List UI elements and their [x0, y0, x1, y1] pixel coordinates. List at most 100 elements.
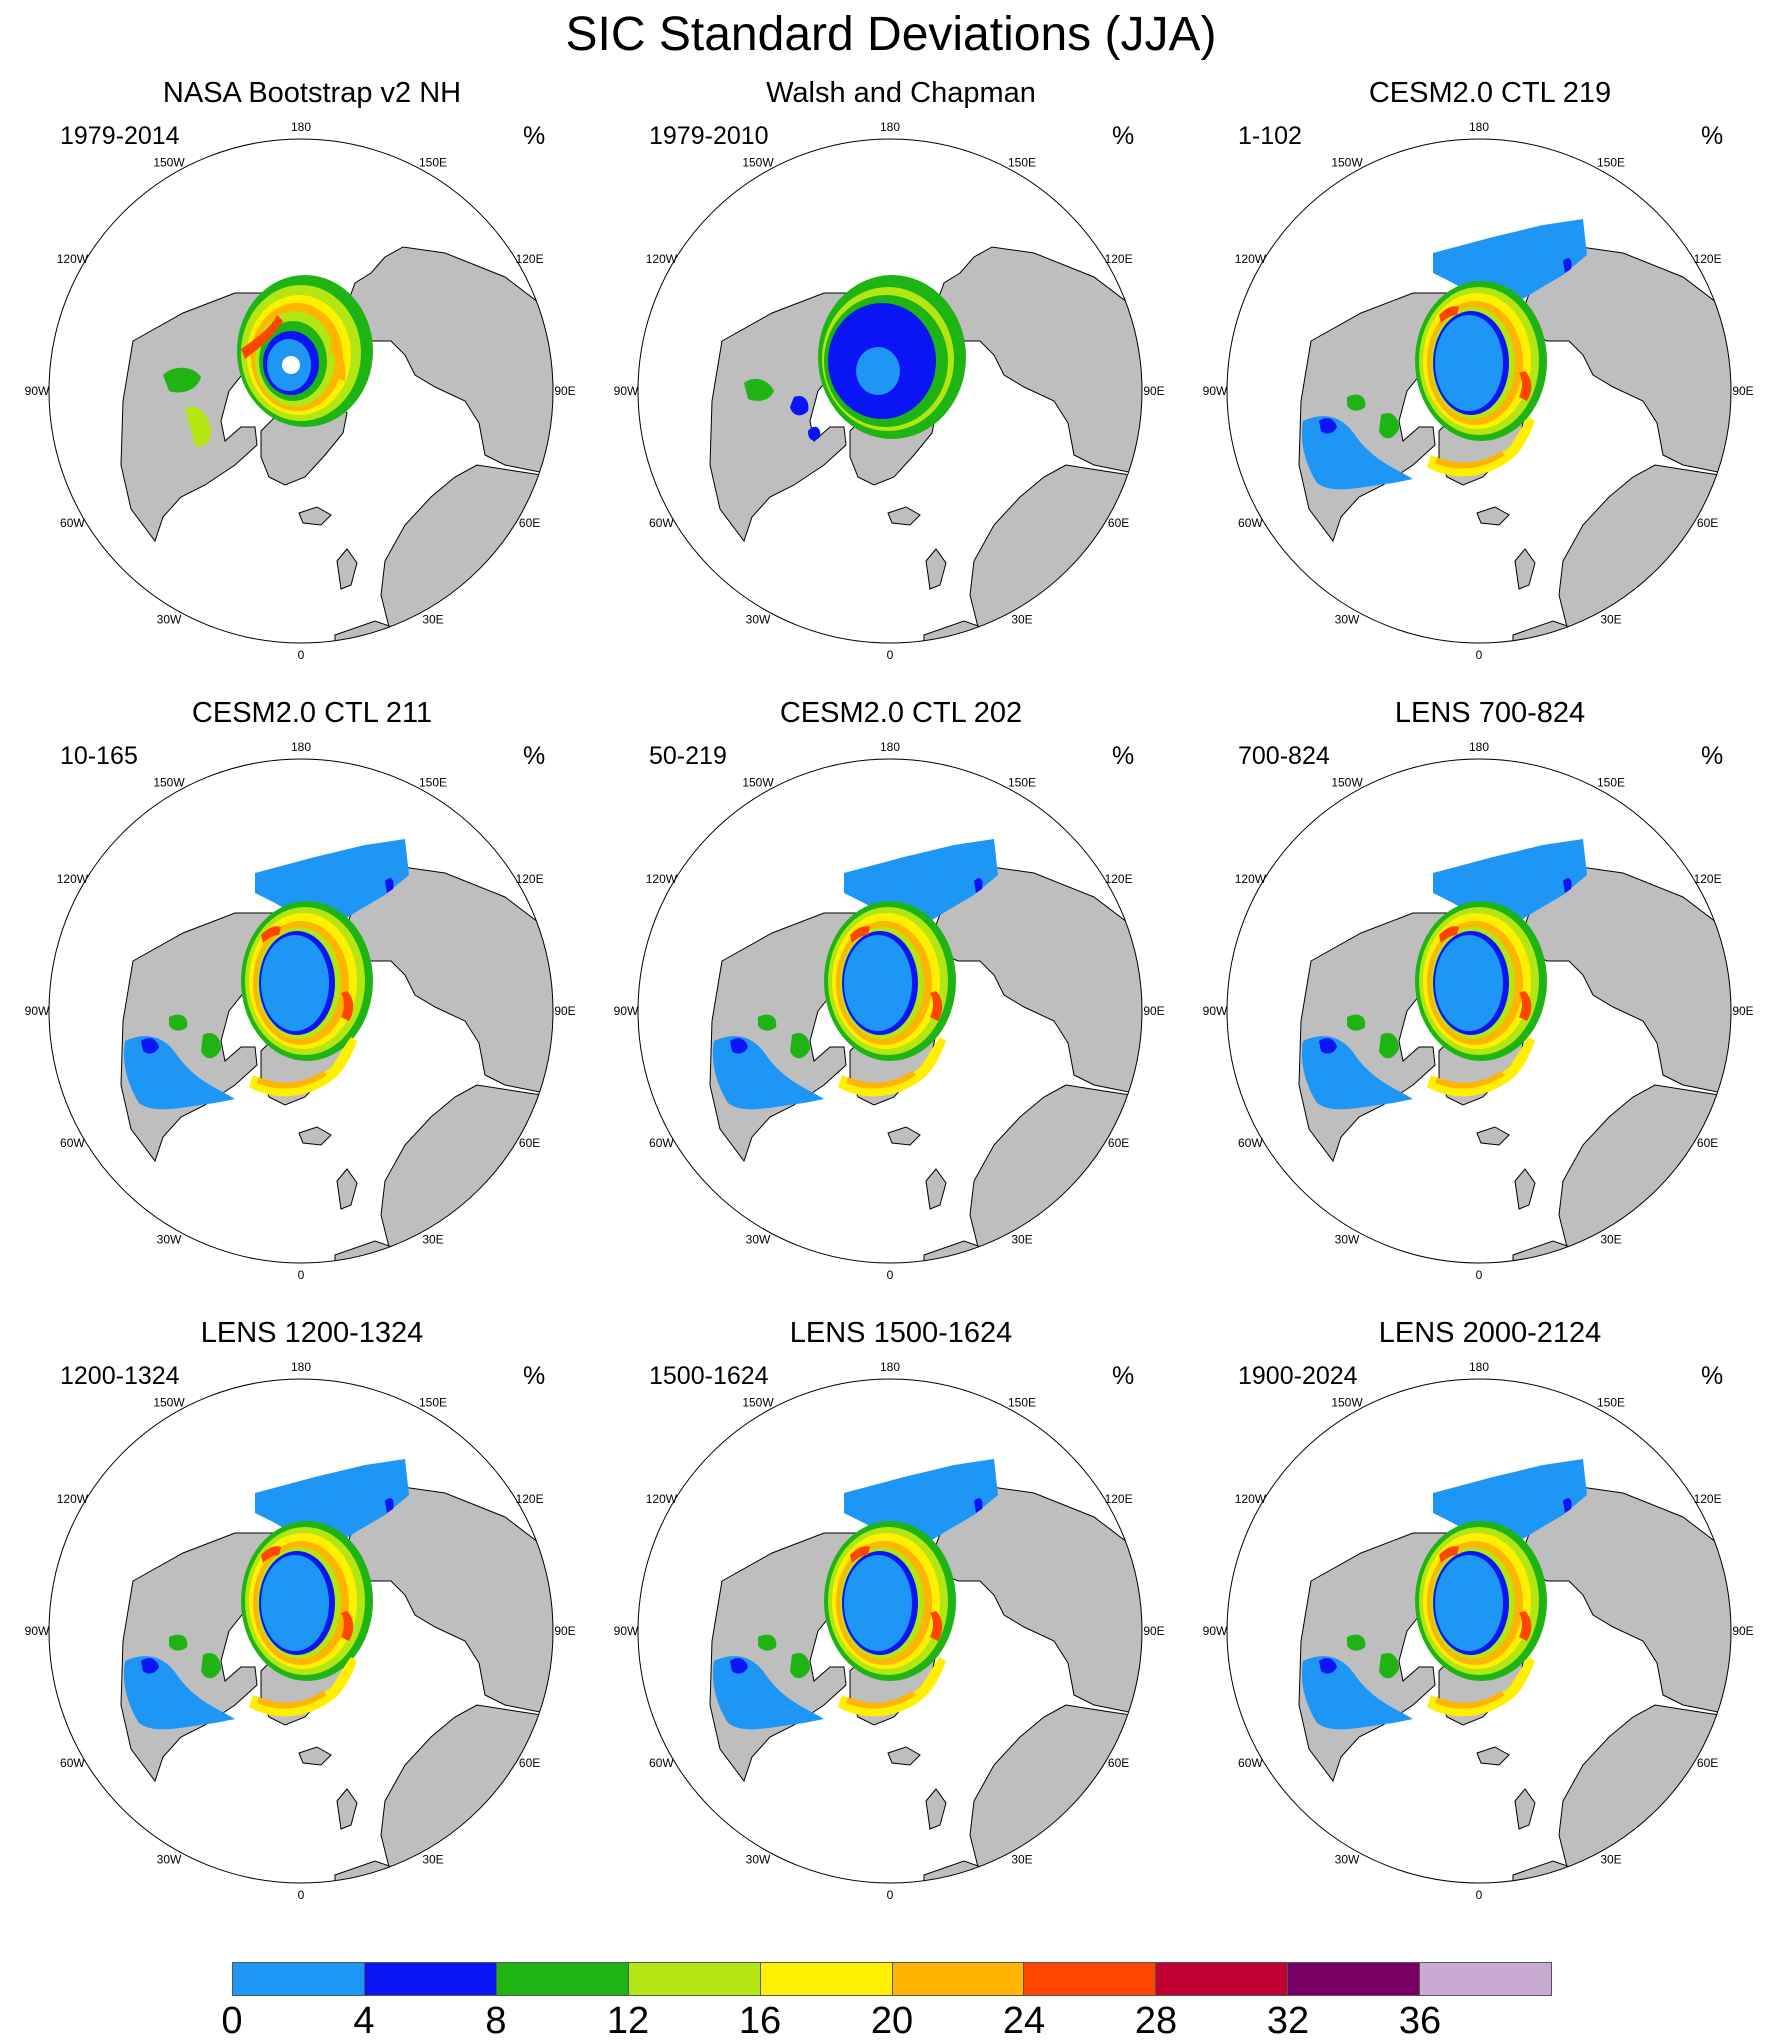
panel-units: % — [1112, 742, 1135, 770]
colorbar-label: 16 — [738, 2000, 782, 2042]
polar-stereographic-map: 180 150E 120E 90E 60E 30E 0 30W 60W 90W 120W 150W — [614, 120, 1165, 662]
colorbar-swatch — [1023, 1962, 1156, 1996]
longitude-label: 0 — [887, 1888, 894, 1902]
longitude-label: 150W — [1331, 775, 1363, 789]
longitude-label: 120W — [646, 1492, 678, 1506]
longitude-label: 120W — [57, 1492, 89, 1506]
longitude-label: 60W — [60, 1756, 85, 1770]
colorbar-swatch — [495, 1962, 628, 1996]
longitude-label: 30W — [746, 613, 771, 627]
longitude-label: 60W — [60, 516, 85, 530]
longitude-label: 150W — [153, 1395, 185, 1409]
panel-title: CESM2.0 CTL 211 — [191, 697, 433, 729]
longitude-label: 30W — [746, 1853, 771, 1867]
panel-units: % — [1112, 122, 1135, 150]
panel-period: 1500-1624 — [649, 1362, 769, 1390]
map-panel: LENS 1500-1624 1500-1624% 180 150E 120E 90E 60… — [604, 1315, 1198, 1935]
longitude-label: 150E — [1597, 1395, 1625, 1409]
panel-title: LENS 1200-1324 — [200, 1317, 424, 1349]
longitude-label: 0 — [298, 1268, 305, 1282]
panel-title: LENS 1500-1624 — [789, 1317, 1013, 1349]
polar-stereographic-map: 180 150E 120E 90E 60E 30E 0 30W 60W 90W 120W 150W — [1203, 120, 1754, 662]
longitude-label: 90W — [1203, 384, 1228, 398]
longitude-label: 0 — [887, 648, 894, 662]
panel-title: NASA Bootstrap v2 NH — [162, 77, 462, 109]
colorbar — [232, 1962, 1553, 1996]
longitude-label: 60E — [1108, 1136, 1129, 1150]
colorbar-swatch — [1155, 1962, 1288, 1996]
longitude-label: 120E — [1694, 872, 1722, 886]
longitude-label: 30W — [157, 1233, 182, 1247]
colorbar-label: 20 — [870, 2000, 914, 2042]
colorbar-label: 24 — [1002, 2000, 1046, 2042]
longitude-label: 90W — [25, 384, 50, 398]
longitude-label: 30E — [1600, 613, 1621, 627]
longitude-label: 30E — [1011, 613, 1032, 627]
polar-stereographic-map: 180 150E 120E 90E 60E 30E 0 30W 60W 90W 120W 150W — [614, 740, 1165, 1282]
longitude-label: 60W — [649, 516, 674, 530]
longitude-label: 60E — [1697, 1756, 1718, 1770]
longitude-label: 90E — [1143, 384, 1164, 398]
longitude-label: 60E — [519, 1756, 540, 1770]
longitude-label: 180 — [880, 120, 900, 134]
panel-period: 50-219 — [649, 742, 727, 770]
map-panel: LENS 2000-2124 1900-2024% 180 150E 120E 90E 60… — [1193, 1315, 1782, 1935]
polar-stereographic-map: 180 150E 120E 90E 60E 30E 0 30W 60W 90W 120W 150W — [25, 1360, 576, 1902]
colorbar-swatch — [891, 1962, 1024, 1996]
longitude-label: 90E — [554, 1004, 575, 1018]
polar-stereographic-map: 180 150E 120E 90E 60E 30E 0 30W 60W 90W 120W 150W — [1203, 1360, 1754, 1902]
longitude-label: 90E — [1732, 1004, 1753, 1018]
longitude-label: 60E — [1697, 1136, 1718, 1150]
longitude-label: 30E — [1600, 1233, 1621, 1247]
longitude-label: 150E — [1008, 775, 1036, 789]
panel-period: 1200-1324 — [60, 1362, 180, 1390]
panel-period: 700-824 — [1238, 742, 1330, 770]
longitude-label: 150E — [1008, 1395, 1036, 1409]
colorbar-label: 12 — [606, 2000, 650, 2042]
longitude-label: 30E — [1600, 1853, 1621, 1867]
map-panel: LENS 1200-1324 1200-1324% 180 150E 120E 90E 60… — [15, 1315, 609, 1935]
longitude-label: 30W — [1335, 1233, 1360, 1247]
longitude-label: 150W — [742, 1395, 774, 1409]
longitude-label: 90W — [25, 1004, 50, 1018]
panel-title: CESM2.0 CTL 219 — [1368, 77, 1612, 109]
longitude-label: 90W — [614, 1004, 639, 1018]
colorbar-label: 32 — [1266, 2000, 1310, 2042]
longitude-label: 60W — [1238, 516, 1263, 530]
longitude-label: 60W — [649, 1756, 674, 1770]
longitude-label: 90W — [614, 1624, 639, 1638]
colorbar-swatch — [1419, 1962, 1553, 1996]
longitude-label: 30W — [1335, 613, 1360, 627]
polar-stereographic-map: 180 150E 120E 90E 60E 30E 0 30W 60W 90W 120W 150W — [1203, 740, 1754, 1282]
map-panel: CESM2.0 CTL 211 10-165% 180 150E 120E 90E 60E 3… — [15, 695, 609, 1315]
panel-title: LENS 700-824 — [1394, 697, 1586, 729]
panel-title: CESM2.0 CTL 202 — [779, 697, 1023, 729]
panel-period: 10-165 — [60, 742, 138, 770]
longitude-label: 150E — [1008, 155, 1036, 169]
colorbar-label: 0 — [221, 2000, 243, 2042]
longitude-label: 120E — [516, 252, 544, 266]
longitude-label: 180 — [880, 1360, 900, 1374]
polar-stereographic-map: 180 150E 120E 90E 60E 30E 0 30W 60W 90W 120W 150W — [614, 1360, 1165, 1902]
longitude-label: 120W — [1235, 252, 1267, 266]
panel-units: % — [523, 122, 546, 150]
longitude-label: 90W — [25, 1624, 50, 1638]
longitude-label: 180 — [1469, 1360, 1489, 1374]
longitude-label: 120W — [57, 252, 89, 266]
longitude-label: 30E — [422, 613, 443, 627]
longitude-label: 180 — [291, 1360, 311, 1374]
longitude-label: 150W — [1331, 1395, 1363, 1409]
longitude-label: 0 — [298, 1888, 305, 1902]
longitude-label: 30E — [422, 1233, 443, 1247]
map-panel: LENS 700-824 700-824% 180 150E 120E 90E 60E 30E… — [1193, 695, 1782, 1315]
longitude-label: 60E — [519, 516, 540, 530]
map-panel: NASA Bootstrap v2 NH 1979-2014% 180 150E 120… — [15, 75, 609, 695]
panel-units: % — [523, 742, 546, 770]
colorbar-label: 28 — [1134, 2000, 1178, 2042]
longitude-label: 120W — [646, 872, 678, 886]
longitude-label: 60E — [519, 1136, 540, 1150]
longitude-label: 90W — [1203, 1624, 1228, 1638]
polar-stereographic-map: 180 150E 120E 90E 60E 30E 0 30W 60W 90W 120W 150W — [25, 120, 576, 662]
longitude-label: 120E — [1105, 872, 1133, 886]
longitude-label: 180 — [291, 120, 311, 134]
